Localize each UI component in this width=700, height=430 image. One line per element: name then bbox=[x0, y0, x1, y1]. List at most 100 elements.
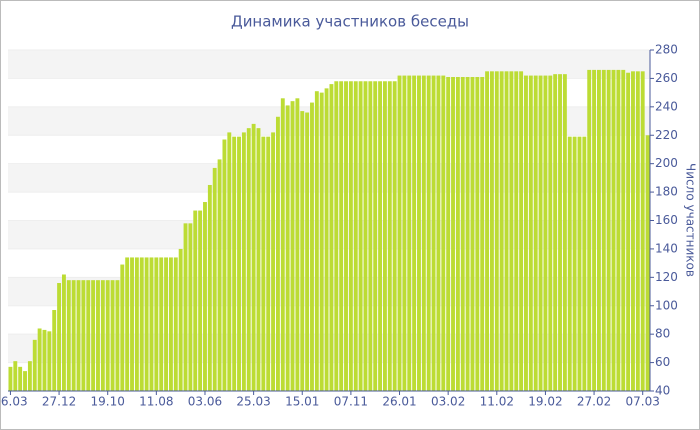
bar bbox=[251, 123, 256, 391]
bar bbox=[334, 81, 339, 391]
bar bbox=[645, 135, 650, 391]
bar bbox=[159, 257, 164, 391]
bar bbox=[188, 223, 193, 391]
bar bbox=[198, 210, 203, 391]
bar bbox=[100, 280, 105, 391]
bar bbox=[562, 74, 567, 391]
bar bbox=[572, 136, 577, 391]
bar bbox=[363, 81, 368, 391]
bands bbox=[8, 49, 650, 392]
y-tick-label: 200 bbox=[655, 156, 678, 170]
bar bbox=[27, 361, 32, 391]
bar bbox=[91, 280, 96, 391]
bar bbox=[441, 75, 446, 391]
bar bbox=[241, 132, 246, 392]
bar bbox=[378, 81, 383, 391]
bar bbox=[310, 102, 314, 391]
x-tick-label: 03.02 bbox=[431, 395, 465, 409]
y-tick-label: 60 bbox=[655, 355, 670, 369]
bar bbox=[417, 75, 421, 391]
bar bbox=[144, 257, 149, 391]
bar bbox=[227, 132, 232, 392]
bar bbox=[52, 310, 57, 391]
bar bbox=[130, 257, 134, 391]
bar bbox=[344, 81, 348, 391]
bar bbox=[13, 361, 18, 391]
bar bbox=[134, 257, 139, 391]
bar bbox=[8, 366, 13, 391]
grid-band bbox=[8, 50, 650, 79]
bar bbox=[110, 280, 115, 391]
bar bbox=[275, 116, 280, 391]
bar bbox=[86, 280, 91, 391]
y-tick-label: 220 bbox=[655, 128, 678, 142]
bar bbox=[61, 274, 66, 391]
bar bbox=[358, 81, 363, 391]
grid-band bbox=[8, 220, 650, 249]
bar bbox=[329, 84, 334, 391]
bar bbox=[261, 136, 266, 391]
bar bbox=[193, 210, 198, 391]
x-tick-label: 27.02 bbox=[577, 395, 611, 409]
bar bbox=[519, 71, 524, 391]
bar bbox=[606, 69, 611, 392]
bar bbox=[18, 366, 23, 391]
bar bbox=[640, 71, 645, 391]
y-tick-label: 80 bbox=[655, 327, 670, 341]
bar bbox=[582, 136, 587, 391]
bar bbox=[47, 331, 52, 391]
bar bbox=[382, 81, 387, 391]
bar bbox=[446, 76, 451, 391]
bar bbox=[392, 81, 397, 391]
bar bbox=[431, 75, 436, 391]
bar bbox=[237, 136, 241, 391]
y-tick-label: 40 bbox=[655, 384, 670, 398]
x-tick-label: 03.06 bbox=[188, 395, 222, 409]
bar bbox=[139, 257, 144, 391]
bar bbox=[81, 280, 86, 391]
x-tick-label: 06.03 bbox=[0, 395, 28, 409]
bar bbox=[66, 280, 71, 391]
x-tick-label: 19.02 bbox=[528, 395, 562, 409]
grid-band bbox=[8, 277, 650, 306]
bar bbox=[324, 88, 329, 392]
bar bbox=[587, 69, 592, 392]
x-tick-label: 11.08 bbox=[139, 395, 173, 409]
bar bbox=[217, 159, 222, 391]
bar bbox=[314, 91, 319, 392]
bar bbox=[120, 264, 125, 391]
bar bbox=[232, 136, 237, 391]
bar bbox=[412, 75, 417, 391]
bar bbox=[305, 112, 310, 392]
bar bbox=[178, 248, 183, 391]
y-tick-label: 240 bbox=[655, 99, 678, 113]
bar bbox=[295, 98, 300, 391]
bar bbox=[339, 81, 344, 391]
bar bbox=[42, 329, 47, 391]
bar bbox=[37, 328, 42, 391]
bar bbox=[353, 81, 358, 391]
bar bbox=[76, 280, 81, 391]
bar bbox=[509, 71, 514, 391]
y-tick-label: 260 bbox=[655, 71, 678, 85]
bar bbox=[635, 71, 640, 391]
bar bbox=[504, 71, 509, 391]
bar bbox=[455, 76, 460, 391]
bar bbox=[553, 74, 558, 391]
bar bbox=[285, 105, 290, 391]
bar bbox=[207, 184, 212, 391]
y-axis-label: Число участников bbox=[684, 163, 698, 277]
bar bbox=[319, 92, 324, 391]
bar bbox=[57, 283, 62, 391]
bar bbox=[290, 101, 295, 392]
bar bbox=[168, 257, 173, 391]
bar bbox=[125, 257, 130, 391]
x-tick-label: 19.10 bbox=[91, 395, 125, 409]
grid-band bbox=[8, 334, 650, 363]
bar bbox=[436, 75, 441, 391]
bar bbox=[494, 71, 499, 391]
bar bbox=[266, 136, 271, 391]
bar bbox=[480, 76, 485, 391]
bar bbox=[96, 280, 100, 391]
bar bbox=[212, 167, 217, 391]
